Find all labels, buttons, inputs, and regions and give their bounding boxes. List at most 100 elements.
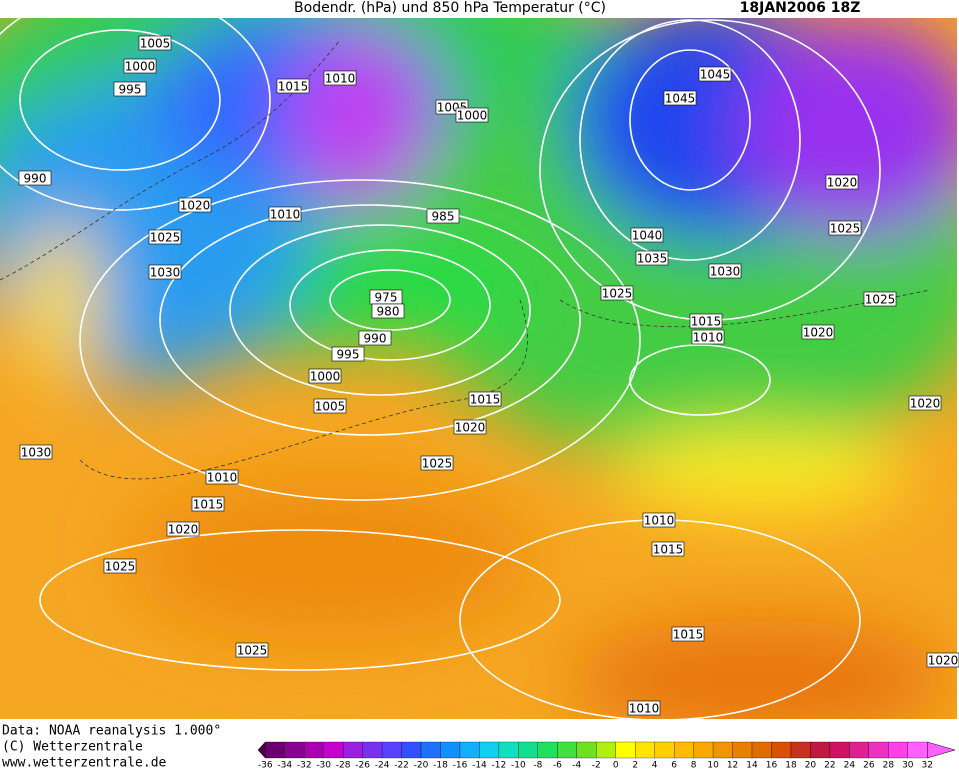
isobar-label: 980 — [371, 303, 405, 319]
isobar-label: 1020 — [166, 521, 200, 537]
colorbar-swatch — [304, 741, 324, 759]
colorbar-label: -12 — [492, 761, 507, 770]
isobar-label: 1010 — [268, 206, 302, 222]
isobar-label: 1000 — [455, 107, 489, 123]
isobar-label: 1000 — [123, 58, 157, 74]
isobar-label: 1025 — [420, 455, 454, 471]
colorbar-swatch — [498, 741, 519, 759]
isobar-label: 1020 — [825, 174, 859, 190]
label-box — [651, 541, 685, 557]
isobar-label: 1035 — [635, 250, 669, 266]
label-box — [708, 263, 742, 279]
label-box — [635, 250, 669, 266]
isobar-label: 1005 — [313, 398, 347, 414]
colorbar-label: -32 — [297, 761, 312, 770]
colorbar-swatch — [751, 741, 772, 759]
colorbar-swatch — [673, 741, 694, 759]
isobar-label: 1020 — [908, 395, 942, 411]
label-box — [148, 229, 182, 245]
colorbar-swatch — [732, 741, 753, 759]
label-box — [331, 346, 365, 362]
colorbar-label: 20 — [805, 761, 817, 770]
label-box — [453, 419, 487, 435]
label-text: 1045 — [665, 92, 696, 106]
label-box — [663, 90, 697, 106]
isobar-label: 1005 — [138, 35, 172, 51]
colorbar-label: -24 — [375, 761, 390, 770]
isobar-label: 1025 — [828, 220, 862, 236]
isobar-label: 1015 — [191, 496, 225, 512]
label-text: 1020 — [827, 176, 858, 190]
colorbar-label: 2 — [632, 761, 638, 770]
label-box — [123, 58, 157, 74]
isobar-label: 975 — [369, 289, 403, 305]
isobar-label: 1030 — [708, 263, 742, 279]
colorbar-label: -16 — [453, 761, 468, 770]
isobar-label: 1010 — [627, 700, 661, 716]
isobar-label: 1025 — [600, 285, 634, 301]
isobar-label: 1015 — [276, 78, 310, 94]
label-box — [908, 395, 942, 411]
colorbar-swatch — [342, 741, 363, 759]
colorbar-swatch — [615, 741, 636, 759]
label-text: 1030 — [710, 265, 741, 279]
colorbar-swatch — [479, 741, 500, 759]
isobar-label: 1010 — [642, 512, 676, 528]
label-text: 995 — [119, 83, 142, 97]
colorbar-swatch — [868, 741, 889, 759]
label-text: 1020 — [168, 523, 199, 537]
colorbar-swatch — [888, 741, 908, 759]
label-box — [166, 521, 200, 537]
colorbar-swatch — [576, 741, 597, 759]
label-text: 1020 — [910, 397, 941, 411]
colorbar-label: -36 — [258, 761, 273, 770]
colorbar-swatch — [771, 741, 792, 759]
map-title: Bodendr. (hPa) und 850 hPa Temperatur (°… — [294, 0, 606, 16]
label-text: 990 — [364, 332, 387, 346]
label-box — [420, 455, 454, 471]
label-box — [178, 197, 212, 213]
label-text: 1015 — [673, 628, 704, 642]
isobar-label: 1030 — [148, 264, 182, 280]
colorbar-label: 28 — [883, 761, 895, 770]
label-text: 985 — [432, 210, 455, 224]
colorbar-label: 12 — [727, 761, 738, 770]
isobar-label: 1010 — [205, 469, 239, 485]
label-text: 1010 — [693, 331, 724, 345]
label-box — [600, 285, 634, 301]
label-box — [313, 398, 347, 414]
colorbar-label: 8 — [691, 761, 697, 770]
colorbar-swatch — [557, 741, 577, 759]
isobar-label: 995 — [331, 346, 365, 362]
colorbar-arrow-right — [927, 741, 956, 759]
label-box — [205, 469, 239, 485]
label-box — [18, 170, 52, 186]
colorbar-label: 16 — [766, 761, 778, 770]
isobar-label: 1020 — [926, 652, 959, 668]
colorbar-swatch — [790, 741, 811, 759]
colorbar-label: -28 — [336, 761, 351, 770]
label-box — [191, 496, 225, 512]
colorbar-swatch — [518, 741, 539, 759]
isobar-label: 1040 — [630, 227, 664, 243]
label-text: 1010 — [207, 471, 238, 485]
isobar-label: 1020 — [801, 324, 835, 340]
label-box — [455, 107, 489, 123]
label-box — [671, 626, 705, 642]
colorbar-label: 24 — [844, 761, 856, 770]
label-text: 1005 — [315, 400, 346, 414]
label-text: 1015 — [691, 315, 722, 329]
label-box — [689, 313, 723, 329]
colorbar-swatch — [381, 741, 402, 759]
label-box — [113, 81, 147, 97]
label-box — [926, 652, 959, 668]
label-text: 1040 — [632, 229, 663, 243]
colorbar-swatch — [401, 741, 422, 759]
label-box — [138, 35, 172, 51]
colorbar-swatch — [323, 741, 344, 759]
colorbar-label: 10 — [707, 761, 719, 770]
label-box — [148, 264, 182, 280]
label-box — [276, 78, 310, 94]
isobar-labels: 1005 1000 995 990 1020 1025 1030 1015 1010 1005 10… — [18, 35, 959, 716]
